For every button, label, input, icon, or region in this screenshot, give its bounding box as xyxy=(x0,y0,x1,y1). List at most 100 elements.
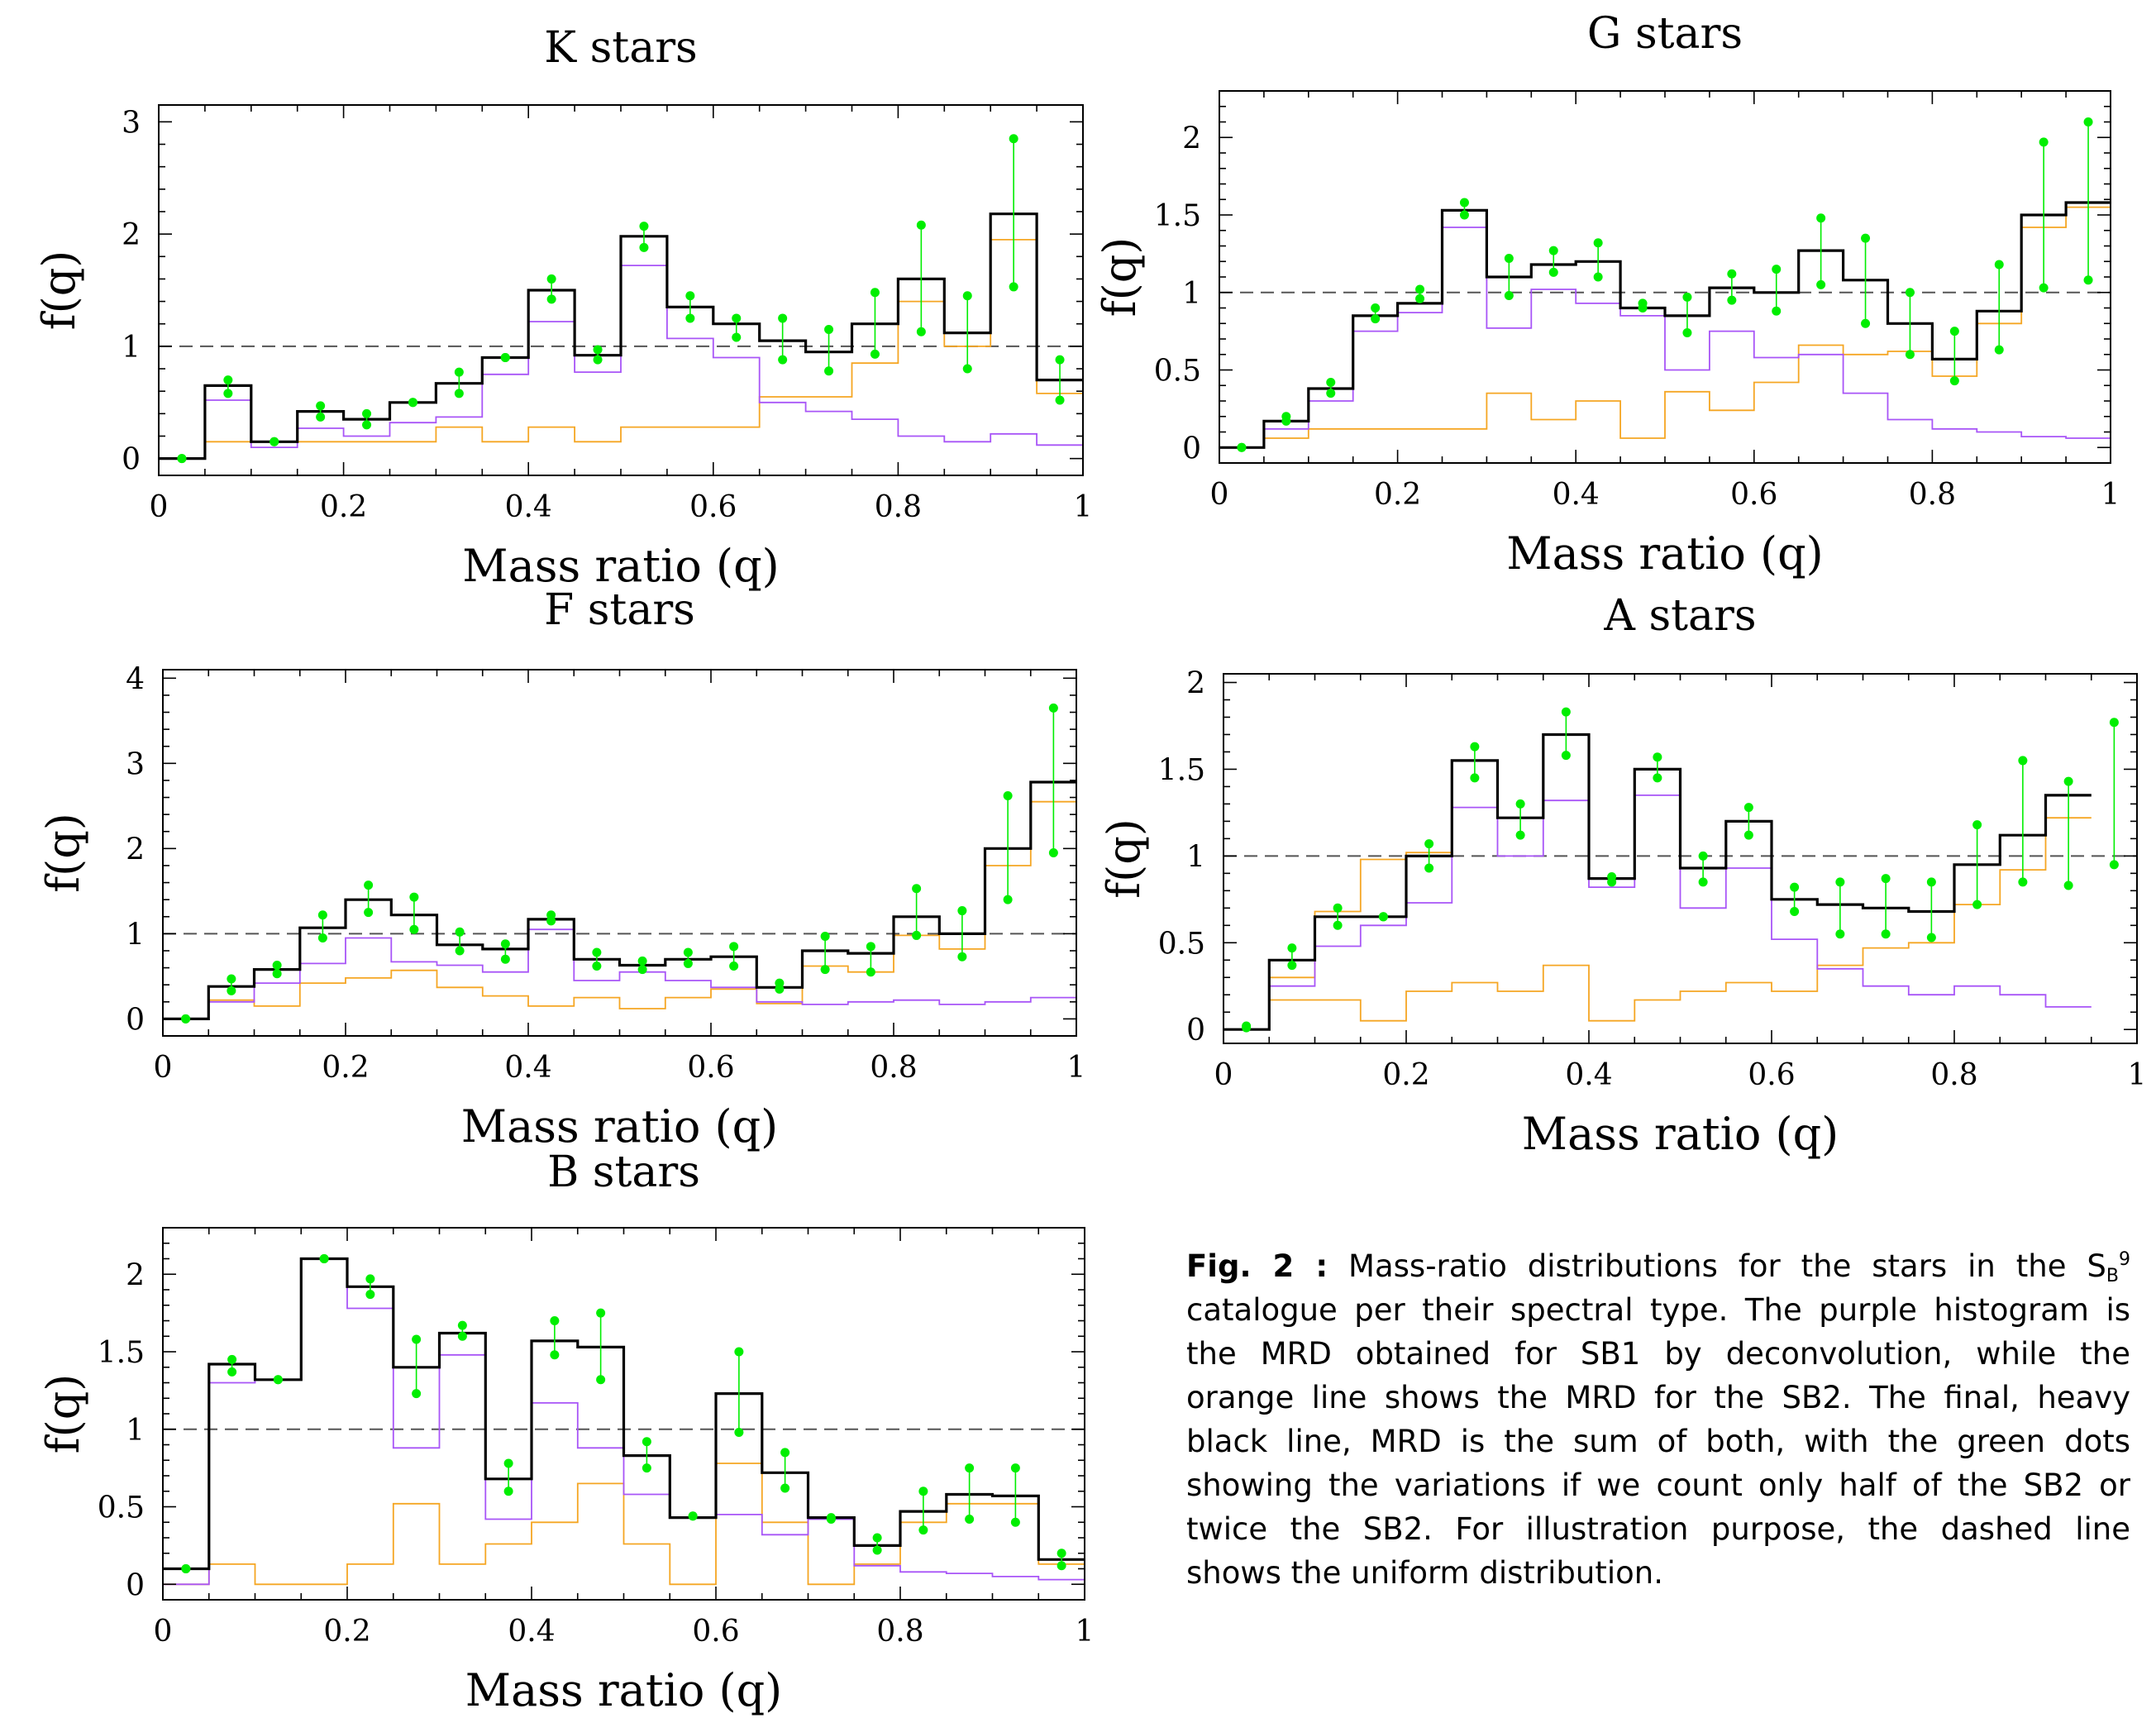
variation-dot-high xyxy=(965,1463,975,1473)
variation-dot-low xyxy=(1727,295,1737,305)
x-tick-label: 1 xyxy=(1067,1051,1086,1085)
variation-dot-high xyxy=(1698,851,1708,861)
variation-dot-high xyxy=(1424,839,1434,849)
y-tick-label: 1.5 xyxy=(1158,753,1205,787)
panel-a-stars: A stars 0 0.2 0.4 0.6 0.8 1 0 0.5 1 1.5 2 Mass ratio… xyxy=(1098,591,2146,1160)
variation-dot-high xyxy=(1905,288,1915,298)
variation-dot-low xyxy=(1905,350,1915,360)
variation-dot-low xyxy=(412,1389,422,1399)
variation-dot-low xyxy=(409,924,419,934)
variation-dot-high xyxy=(1548,246,1558,255)
variation-dot-high xyxy=(1972,820,1982,830)
y-tick-label: 4 xyxy=(126,662,145,696)
x-tick-label: 0.6 xyxy=(1730,478,1777,512)
variation-dot-low xyxy=(870,349,880,359)
variation-dot-high xyxy=(1504,254,1514,263)
variation-dot-high xyxy=(1326,378,1336,387)
x-tick-label: 1 xyxy=(2128,1058,2147,1092)
y-axis-label: f(q) xyxy=(37,813,89,893)
variation-dot-low xyxy=(1972,900,1982,909)
variation-dot-low xyxy=(454,389,464,398)
variation-dot-high xyxy=(1003,790,1013,800)
x-tick-label: 0.8 xyxy=(876,1615,923,1649)
variation-dot-high xyxy=(2109,718,2119,728)
y-axis-label: f(q) xyxy=(1094,237,1146,317)
variation-dot-high xyxy=(1593,238,1603,248)
variation-dot-low xyxy=(1638,303,1648,313)
y-tick-label: 1 xyxy=(1186,840,1205,874)
x-axis-label: Mass ratio (q) xyxy=(1506,527,1823,580)
x-tick-label: 0.4 xyxy=(504,1051,551,1085)
variation-dot-low xyxy=(181,1014,191,1024)
variation-dot-low xyxy=(962,364,972,374)
x-tick-label: 0.4 xyxy=(508,1615,555,1649)
variation-dot-low xyxy=(1057,1561,1066,1571)
y-tick-label: 2 xyxy=(122,218,141,252)
variation-dot-low xyxy=(2018,877,2028,887)
variation-dot-low xyxy=(1242,1023,1252,1033)
x-tick-label: 0.8 xyxy=(875,490,922,524)
y-tick-label: 0.5 xyxy=(98,1491,145,1525)
x-tick-label: 0.2 xyxy=(322,1051,369,1085)
variation-dot-high xyxy=(870,288,880,298)
variation-dot-low xyxy=(1287,961,1297,971)
variation-dot-high xyxy=(272,960,282,970)
variation-dot-low xyxy=(1653,773,1662,783)
variation-dot-high xyxy=(637,956,647,966)
variation-dot-low xyxy=(918,1525,928,1535)
variation-dot-high xyxy=(962,291,972,301)
variation-dot-low xyxy=(550,1350,560,1360)
variation-dot-low xyxy=(546,916,556,926)
variation-dot-high xyxy=(317,910,327,920)
variation-dot-low xyxy=(872,1545,882,1555)
x-tick-label: 0.8 xyxy=(1909,478,1956,512)
variation-dot-low xyxy=(1009,282,1018,292)
x-tick-label: 0.8 xyxy=(870,1051,917,1085)
panel-b-stars: B stars 0 0.2 0.4 0.6 0.8 1 0 0.5 1 1.5 2 Mass ratio… xyxy=(37,1148,1094,1716)
variation-dot-low xyxy=(957,952,967,962)
variation-dot-high xyxy=(454,367,464,377)
x-tick-label: 0.2 xyxy=(1382,1058,1429,1092)
variation-dot-low xyxy=(316,412,326,422)
variation-dot-high xyxy=(316,401,326,411)
y-tick-label: 2 xyxy=(126,1258,145,1292)
variation-dot-low xyxy=(1504,291,1514,300)
variation-dot-high xyxy=(596,1308,606,1318)
series-sb1-line xyxy=(1219,227,2111,449)
variation-dot-high xyxy=(1055,355,1065,365)
variation-dot-low xyxy=(775,984,785,994)
variation-dot-low xyxy=(455,946,465,956)
variation-dot-high xyxy=(642,1437,651,1447)
variation-dot-low xyxy=(1682,328,1692,337)
variation-dot-high xyxy=(824,325,834,335)
variation-dot-low xyxy=(500,352,510,362)
variation-dot-low xyxy=(1055,395,1065,405)
y-tick-label: 0.5 xyxy=(1158,927,1205,961)
variation-dot-low xyxy=(729,962,739,971)
variation-dot-high xyxy=(1415,284,1425,294)
variation-dot-low xyxy=(780,1483,790,1493)
variation-dot-low xyxy=(273,1375,283,1385)
variation-dot-low xyxy=(362,420,372,430)
variation-dot-low xyxy=(1607,877,1617,887)
y-tick-label: 3 xyxy=(126,747,145,781)
x-axis-label: Mass ratio (q) xyxy=(465,1664,782,1716)
x-axis-label: Mass ratio (q) xyxy=(1522,1108,1839,1160)
x-tick-label: 1 xyxy=(2101,478,2120,512)
variation-dot-high xyxy=(365,1274,375,1284)
x-tick-label: 0 xyxy=(150,490,169,524)
y-tick-label: 1 xyxy=(122,331,141,365)
variation-dot-low xyxy=(1003,895,1013,904)
variation-dot-low xyxy=(1790,907,1800,917)
variation-dot-high xyxy=(550,1316,560,1325)
y-tick-label: 1 xyxy=(1182,277,1201,311)
variation-dot-high xyxy=(1835,877,1845,887)
variation-dot-low xyxy=(1949,376,1959,386)
variation-dot-low xyxy=(637,965,647,975)
variation-dot-high xyxy=(957,906,967,916)
variation-dot-low xyxy=(1371,314,1381,324)
series-sb2-line xyxy=(1223,817,2092,1031)
variation-dot-low xyxy=(1459,210,1469,220)
variation-dot-high xyxy=(1861,233,1871,243)
panel-title: A stars xyxy=(1603,591,1756,641)
